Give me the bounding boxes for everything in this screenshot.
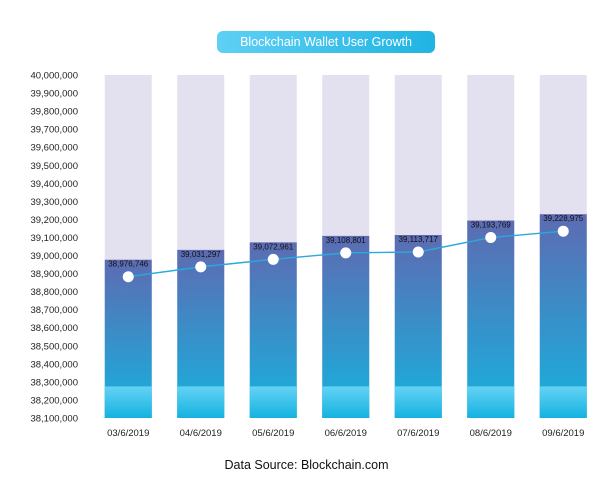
bar — [467, 220, 515, 418]
y-tick-label: 38,400,000 — [30, 359, 78, 370]
y-axis: 38,100,000 38,200,000 38,300,000 38,400,000… — [30, 71, 78, 425]
x-tick-label: 09/6/2019 — [542, 428, 584, 439]
data-label: 39,031,297 — [181, 250, 222, 259]
bar-lower-band — [177, 386, 225, 418]
y-tick-label: 40,000,000 — [30, 71, 78, 82]
x-tick-label: 04/6/2019 — [180, 428, 222, 439]
y-tick-label: 39,800,000 — [30, 107, 78, 118]
y-tick-label: 39,600,000 — [30, 143, 78, 154]
y-tick-label: 39,100,000 — [30, 233, 78, 244]
y-tick-label: 39,700,000 — [30, 125, 78, 136]
y-tick-label: 38,200,000 — [30, 395, 78, 406]
data-label: 39,193,769 — [471, 221, 512, 230]
y-tick-label: 38,600,000 — [30, 323, 78, 334]
y-tick-label: 38,700,000 — [30, 305, 78, 316]
x-axis: 03/6/2019 04/6/2019 05/6/2019 06/6/2019 07/6… — [107, 428, 584, 439]
y-tick-label: 38,800,000 — [30, 287, 78, 298]
x-tick-label: 03/6/2019 — [107, 428, 149, 439]
y-tick-label: 39,400,000 — [30, 179, 78, 190]
data-points — [122, 225, 569, 283]
bar-lower-band — [104, 386, 152, 418]
data-label: 38,976,746 — [108, 260, 149, 269]
data-label: 39,072,961 — [253, 242, 294, 251]
data-point — [267, 253, 279, 265]
bar-lower-band — [394, 386, 442, 418]
y-tick-label: 39,500,000 — [30, 161, 78, 172]
data-point — [195, 261, 207, 273]
x-tick-label: 08/6/2019 — [470, 428, 512, 439]
bar-lower-band — [539, 386, 587, 418]
data-point — [485, 232, 497, 244]
x-tick-label: 07/6/2019 — [397, 428, 439, 439]
bar-lower-band — [322, 386, 370, 418]
y-tick-label: 39,000,000 — [30, 251, 78, 262]
data-label: 39,228,975 — [543, 214, 584, 223]
bar-lower-band — [249, 386, 297, 418]
data-point — [412, 246, 424, 258]
y-tick-label: 38,300,000 — [30, 377, 78, 388]
data-source: Data Source: Blockchain.com — [224, 458, 389, 472]
data-labels: 38,976,746 39,031,297 39,072,961 39,108,801… — [108, 214, 584, 269]
y-tick-label: 38,100,000 — [30, 414, 78, 425]
chart-title: Blockchain Wallet User Growth — [217, 31, 435, 53]
data-point — [340, 247, 352, 259]
data-label: 39,113,717 — [399, 235, 439, 244]
bar-lower-band — [467, 386, 515, 418]
y-tick-label: 39,200,000 — [30, 215, 78, 226]
x-tick-label: 06/6/2019 — [325, 428, 367, 439]
y-tick-label: 39,300,000 — [30, 197, 78, 208]
x-tick-label: 05/6/2019 — [252, 428, 294, 439]
bar — [539, 214, 587, 418]
y-tick-label: 38,900,000 — [30, 269, 78, 280]
data-point — [557, 225, 569, 237]
y-tick-label: 38,500,000 — [30, 341, 78, 352]
data-label: 39,108,801 — [326, 236, 367, 245]
y-tick-label: 39,900,000 — [30, 89, 78, 100]
data-point — [122, 271, 134, 283]
bar-lower-bands — [104, 386, 587, 418]
